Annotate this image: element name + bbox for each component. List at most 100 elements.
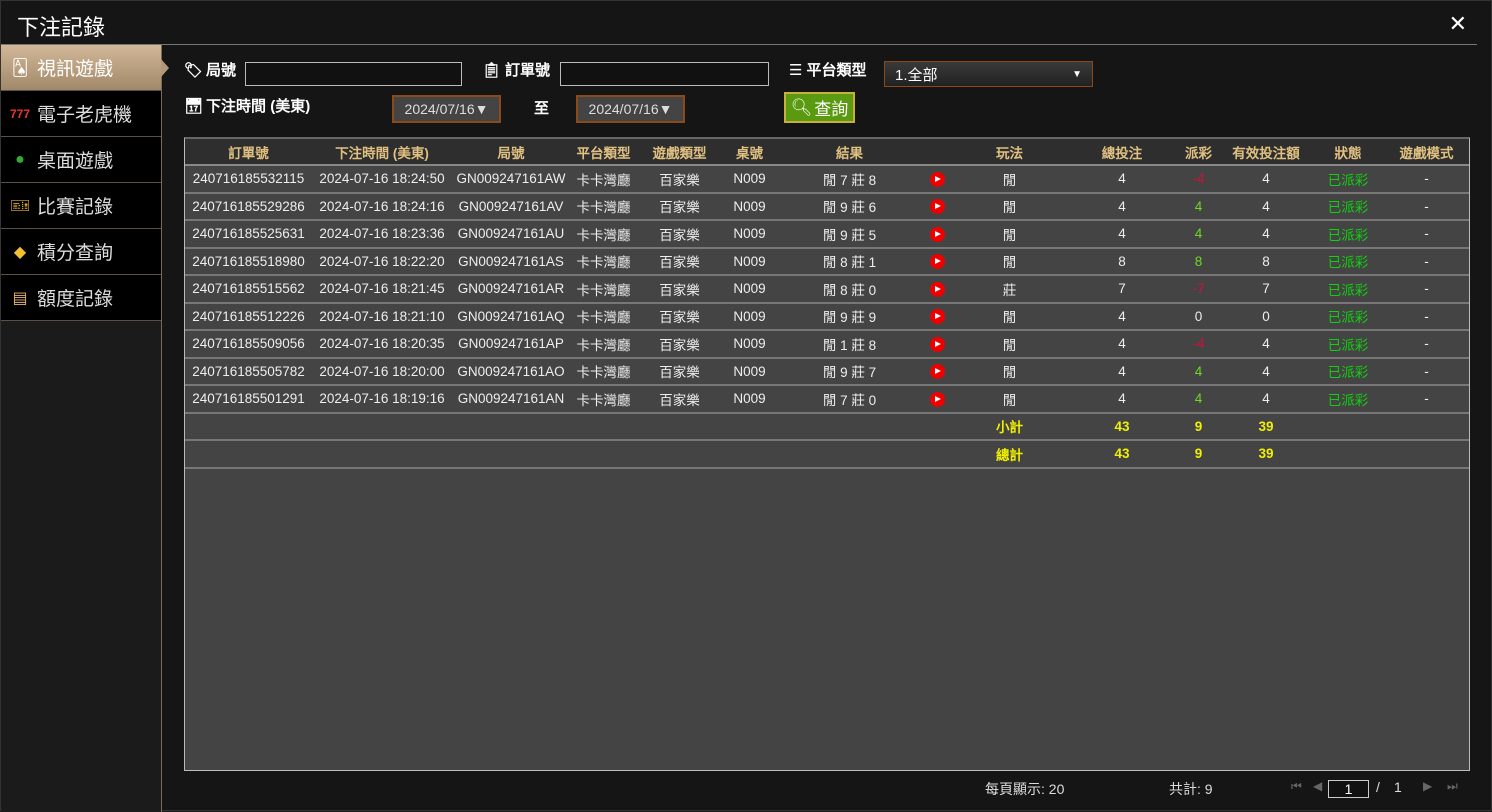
- play-video-icon[interactable]: [929, 309, 945, 325]
- play-video-icon[interactable]: [929, 336, 945, 352]
- date-from-picker[interactable]: 2024/07/16▼: [392, 95, 501, 123]
- replay-cell: [922, 165, 952, 194]
- document-icon: ▤: [12, 289, 28, 307]
- table-cell: 閒 9 莊 9: [777, 302, 922, 331]
- table-cell: GN009247161AR: [452, 275, 570, 304]
- to-label: 至: [534, 100, 550, 117]
- table-cell: 2024-07-16 18:23:36: [312, 220, 452, 249]
- first-page-icon[interactable]: ⏮: [1291, 779, 1302, 793]
- close-icon[interactable]: ✕: [1448, 11, 1467, 36]
- round-input[interactable]: [245, 62, 462, 86]
- column-header: 有效投注額: [1220, 139, 1312, 166]
- sidebar-item-label: 電子老虎機: [37, 105, 133, 126]
- table-cell: 4: [1067, 385, 1177, 414]
- table-cell: 閒 1 莊 8: [777, 330, 922, 359]
- total-valid: 39: [1220, 440, 1312, 469]
- table-cell: 0: [1177, 302, 1220, 331]
- table-cell: GN009247161AO: [452, 357, 570, 386]
- table-cell: 閒 8 莊 1: [777, 247, 922, 276]
- play-video-icon[interactable]: [929, 281, 945, 297]
- page-input[interactable]: [1328, 780, 1369, 798]
- table-cell: 卡卡灣廳: [570, 165, 637, 194]
- prev-page-icon[interactable]: ◀: [1313, 779, 1323, 793]
- table-cell: 4: [1220, 385, 1312, 414]
- column-header: 下注時間 (美東): [312, 139, 452, 166]
- page-separator: /: [1376, 779, 1380, 795]
- subtotal-label: 小計: [952, 412, 1067, 441]
- sidebar-item-2[interactable]: ● 桌面遊戲: [1, 137, 161, 183]
- sidebar-item-label: 比賽記錄: [37, 197, 114, 218]
- table-cell: 4: [1177, 192, 1220, 221]
- play-video-icon[interactable]: [929, 391, 945, 407]
- table-cell: 百家樂: [637, 165, 722, 194]
- table-cell: GN009247161AP: [452, 330, 570, 359]
- table-cell: 8: [1220, 247, 1312, 276]
- playing-cards-icon: 🂡: [11, 59, 29, 77]
- sidebar-item-4[interactable]: ◆ 積分查詢: [1, 229, 161, 275]
- play-video-icon[interactable]: [929, 171, 945, 187]
- table-cell: -: [1384, 302, 1469, 331]
- table-cell: 2024-07-16 18:21:10: [312, 302, 452, 331]
- table-cell: 240716185501291: [185, 385, 312, 414]
- table-cell: 4: [1220, 357, 1312, 386]
- replay-cell: [922, 192, 952, 221]
- table-cell: GN009247161AU: [452, 220, 570, 249]
- table-cell: GN009247161AS: [452, 247, 570, 276]
- next-page-icon[interactable]: ▶: [1423, 779, 1433, 793]
- sidebar-item-5[interactable]: ▤ 額度記錄: [1, 275, 161, 321]
- sidebar-item-0[interactable]: 🂡 視訊遊戲: [1, 45, 169, 91]
- table-cell: -: [1384, 275, 1469, 304]
- title-bar: 下注記錄 ✕: [1, 1, 1492, 45]
- column-header: 狀態: [1312, 139, 1384, 166]
- subtotal-valid: 39: [1220, 412, 1312, 441]
- table-cell: 已派彩: [1312, 192, 1384, 221]
- table-cell: -: [1384, 192, 1469, 221]
- replay-cell: [922, 357, 952, 386]
- replay-cell: [922, 302, 952, 331]
- last-page-icon[interactable]: ⏭: [1447, 779, 1458, 793]
- column-header: 總投注: [1067, 139, 1177, 166]
- table-cell: 7: [1220, 275, 1312, 304]
- query-button[interactable]: 🔍︎ 查詢: [784, 92, 855, 123]
- sidebar-item-label: 額度記錄: [37, 289, 114, 310]
- empty-cell: [1312, 440, 1469, 469]
- table-cell: N009: [722, 192, 777, 221]
- sidebar-item-1[interactable]: 777 電子老虎機: [1, 91, 161, 137]
- sidebar-item-3[interactable]: 🎫︎ 比賽記錄: [1, 183, 161, 229]
- table-cell: 2024-07-16 18:21:45: [312, 275, 452, 304]
- play-video-icon[interactable]: [929, 254, 945, 270]
- table-cell: N009: [722, 357, 777, 386]
- order-input[interactable]: [560, 62, 769, 86]
- table-cell: -: [1384, 330, 1469, 359]
- table-cell: 百家樂: [637, 192, 722, 221]
- play-video-icon[interactable]: [929, 364, 945, 380]
- table-cell: N009: [722, 302, 777, 331]
- date-to-picker[interactable]: 2024/07/16▼: [576, 95, 685, 123]
- table-cell: 閒 9 莊 5: [777, 220, 922, 249]
- table-cell: 閒: [952, 220, 1067, 249]
- table-cell: -7: [1177, 275, 1220, 304]
- platform-select[interactable]: 1.全部 ▼: [884, 61, 1093, 87]
- table-row: 240716185505782 2024-07-16 18:20:00 GN0092…: [185, 357, 1469, 386]
- table-cell: 百家樂: [637, 302, 722, 331]
- query-label: 查詢: [814, 100, 849, 119]
- table-cell: 4: [1067, 220, 1177, 249]
- bet-table-container: 訂單號 下注時間 (美東) 局號 平台類型 遊戲類型 桌號 結果 玩法 總投注 派彩 有效投注額 狀態…: [184, 137, 1470, 771]
- table-cell: 2024-07-16 18:22:20: [312, 247, 452, 276]
- server-icon: ☰: [789, 61, 803, 79]
- per-page: 每頁顯示: 20: [985, 781, 1065, 797]
- ticket-icon: 🎫︎: [9, 197, 31, 215]
- table-cell: 2024-07-16 18:20:35: [312, 330, 452, 359]
- window-title: 下注記錄: [17, 15, 106, 40]
- table-cell: 百家樂: [637, 275, 722, 304]
- table-row: 240716185512226 2024-07-16 18:21:10 GN0092…: [185, 302, 1469, 331]
- table-cell: GN009247161AV: [452, 192, 570, 221]
- table-row: 240716185529286 2024-07-16 18:24:16 GN0092…: [185, 192, 1469, 221]
- empty-cell: [185, 412, 952, 441]
- table-cell: 7: [1067, 275, 1177, 304]
- play-video-icon[interactable]: [929, 226, 945, 242]
- play-video-icon[interactable]: [929, 199, 945, 215]
- diamond-icon: ◆: [13, 243, 27, 261]
- table-row: 240716185509056 2024-07-16 18:20:35 GN0092…: [185, 330, 1469, 359]
- total-label: 總計: [952, 440, 1067, 469]
